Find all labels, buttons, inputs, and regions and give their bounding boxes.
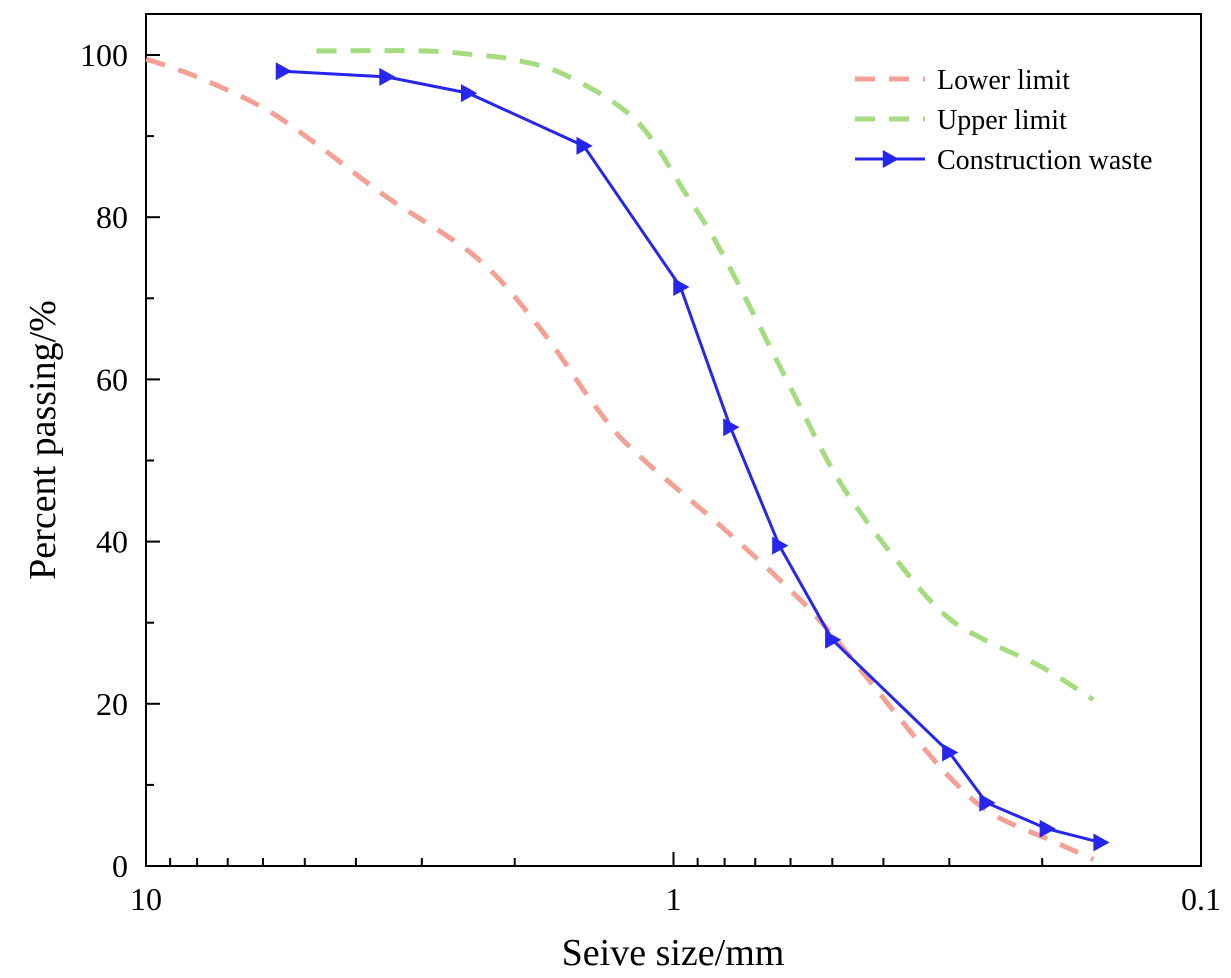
y-tick-label: 40 [96,524,128,560]
x-tick-label: 10 [130,881,162,917]
construction-waste-marker [673,277,690,296]
y-tick-label: 80 [96,199,128,235]
upper-limit-line [316,48,1095,702]
lower-limit-line [145,56,1095,862]
legend-label-upper-limit: Upper limit [937,105,1067,136]
y-axis-ticks: 0 20 40 60 80 100 [80,37,160,884]
x-tick-label: 1 [666,881,682,917]
construction-waste-marker [379,67,396,86]
x-tick-label: 0.1 [1181,881,1221,917]
x-axis-ticks: 10 1 0.1 [130,852,1221,917]
y-tick-label: 20 [96,686,128,722]
construction-waste-marker [979,793,996,812]
y-tick-label: 60 [96,361,128,397]
construction-waste-marker [1039,819,1056,838]
construction-waste-marker [942,743,959,762]
construction-waste-marker [825,630,842,649]
construction-waste-marker [772,536,789,555]
construction-waste-marker [461,84,478,103]
construction-waste-line [282,69,1101,844]
y-tick-label: 0 [112,848,128,884]
legend: Lower limit Upper limit Construction waste [855,65,1152,176]
y-axis-label: Percent passing/% [22,300,64,580]
construction-waste-marker [275,62,292,81]
construction-waste-marker [723,418,740,437]
construction-waste-marker [1093,833,1110,852]
legend-marker-construction-waste [882,150,899,168]
x-axis-label: Seive size/mm [562,932,785,974]
legend-label-construction-waste: Construction waste [937,145,1152,176]
y-tick-label: 100 [80,37,128,73]
plot-frame [145,13,1202,867]
legend-label-lower-limit: Lower limit [937,65,1070,96]
construction-waste-marker [576,136,593,155]
series-layer [145,48,1110,862]
